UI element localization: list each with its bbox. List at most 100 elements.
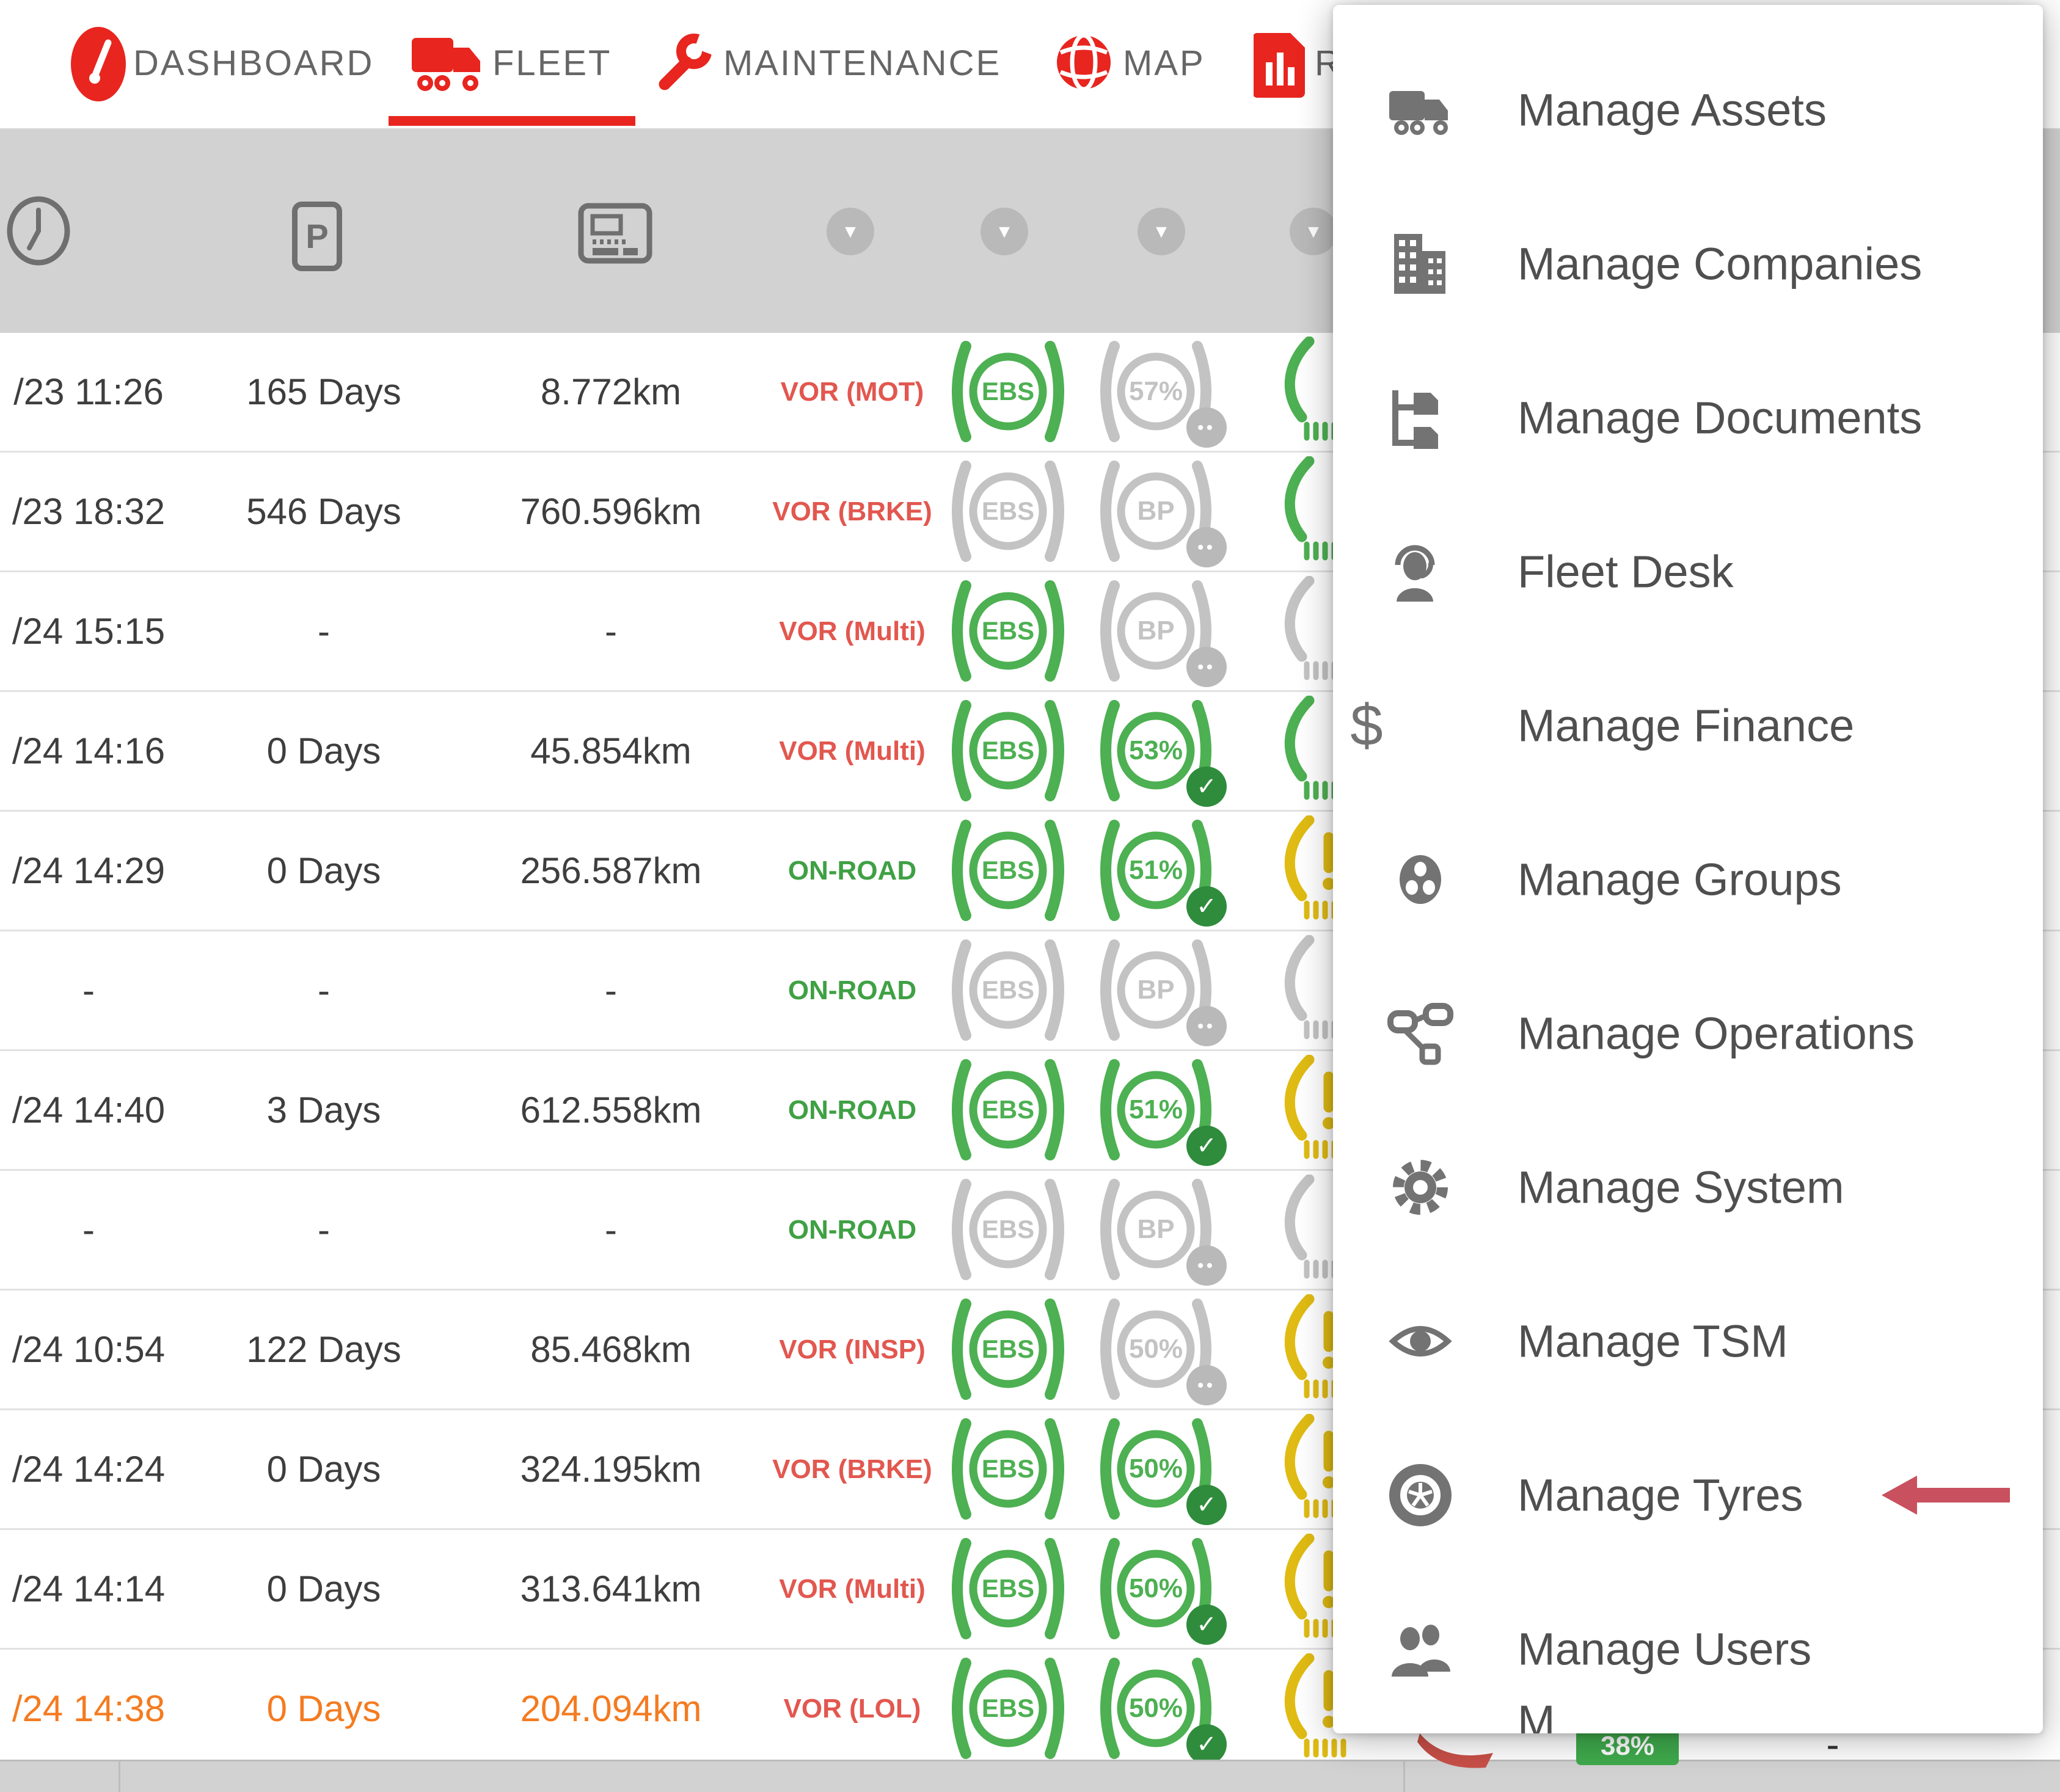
tab-dashboard-label: DASHBOARD (133, 43, 374, 83)
pressure-status-badge: •• (1186, 407, 1227, 448)
menu-item-manage-finance[interactable]: $ Manage Finance (1333, 649, 2043, 803)
tab-fleet[interactable]: FLEET (411, 0, 637, 128)
tab-maintenance-label: MAINTENANCE (723, 43, 1002, 83)
last-seen-date: /24 14:24 (12, 1449, 166, 1490)
last-seen-date: /24 14:40 (12, 1090, 166, 1131)
globe-icon (1052, 31, 1116, 97)
ebs-brake-icon: EBS (944, 1415, 1072, 1523)
pressure-status-badge: ✓ (1186, 1126, 1227, 1166)
manage-dropdown-menu: Manage Assets Manage Companies Manage Do… (1333, 5, 2043, 1733)
ebs-text: EBS (981, 616, 1035, 645)
menu-item-manage-documents[interactable]: Manage Documents (1333, 341, 2043, 495)
groups-icon (1387, 846, 1454, 913)
odometer-km: - (605, 1209, 617, 1250)
odometer-column-icon[interactable] (578, 203, 652, 267)
days-count: - (318, 1209, 330, 1250)
menu-item-label: Manage Users (1518, 1623, 1812, 1675)
pressure-status-badge: •• (1186, 1365, 1227, 1405)
menu-item-manage-system[interactable]: Manage System (1333, 1110, 2043, 1264)
ebs-brake-icon: EBS (944, 457, 1072, 565)
menu-item-fleet-desk[interactable]: Fleet Desk (1333, 495, 2043, 649)
odometer-km: 324.195km (520, 1449, 702, 1490)
ebs-filter-chevron-icon[interactable]: ▼ (981, 208, 1028, 255)
ebs-text: EBS (981, 736, 1035, 765)
tyre-warning-icon (1255, 1175, 1372, 1286)
tyre-warning-icon (1255, 815, 1372, 927)
menu-item-label: Manage TSM (1518, 1316, 1788, 1367)
tyre-warning-icon (1255, 696, 1372, 807)
pressure-value: 51% (1128, 1095, 1183, 1124)
tyre-filter-chevron-icon[interactable]: ▼ (1290, 208, 1337, 255)
days-count: - (318, 970, 330, 1011)
pressure-value: 50% (1128, 1454, 1183, 1484)
tyre-wheel-icon (1387, 1462, 1454, 1529)
menu-item-manage-tsm[interactable]: Manage TSM (1333, 1264, 2043, 1418)
tab-map[interactable]: MAP (1052, 0, 1211, 128)
ebs-text: EBS (981, 1574, 1035, 1603)
days-count: 0 Days (266, 1449, 381, 1490)
pressure-value: BP (1137, 616, 1175, 646)
vor-status-label: VOR (LOL) (783, 1694, 921, 1724)
speedometer-icon (64, 24, 133, 107)
footer-bar (0, 1760, 2060, 1792)
vor-status-label: VOR (BRKE) (772, 497, 932, 526)
pressure-status-badge: ✓ (1186, 1485, 1227, 1525)
table-row[interactable]: /24 14:16 0 Days 45.854km VOR (Multi) EB… (0, 692, 2060, 812)
menu-item-manage-assets[interactable]: Manage Assets (1333, 33, 2043, 187)
tab-dashboard[interactable]: DASHBOARD (64, 0, 372, 128)
clock-column-icon[interactable] (5, 195, 72, 269)
tyre-warning-icon (1255, 456, 1372, 567)
last-seen-date: /24 10:54 (12, 1329, 166, 1370)
odometer-km: 85.468km (530, 1329, 692, 1370)
menu-item-manage-groups[interactable]: Manage Groups (1333, 803, 2043, 956)
menu-item-label: Manage System (1518, 1162, 1844, 1213)
pressure-value: 50% (1128, 1573, 1183, 1603)
brake-pressure-icon: 50% ✓ (1095, 1415, 1227, 1525)
brake-pressure-icon: 53% ✓ (1095, 697, 1227, 807)
active-tab-underline (389, 116, 635, 126)
brake-pressure-icon: 50% ✓ (1095, 1535, 1227, 1645)
partial-menu-item-label[interactable]: M (1518, 1696, 1555, 1733)
ebs-brake-icon: EBS (944, 577, 1072, 685)
annotation-arrow-icon (1882, 1476, 2012, 1515)
odometer-km: 8.772km (540, 371, 682, 412)
menu-item-manage-tyres[interactable]: Manage Tyres (1333, 1418, 2043, 1572)
menu-item-manage-operations[interactable]: Manage Operations (1333, 956, 2043, 1110)
menu-item-manage-users[interactable]: Manage Users (1333, 1572, 2043, 1726)
footer-divider (119, 1761, 120, 1792)
odometer-km: 313.641km (520, 1568, 702, 1609)
ebs-text: EBS (981, 497, 1035, 525)
tyre-warning-icon (1255, 1294, 1372, 1405)
last-seen-date: /24 15:15 (12, 611, 166, 652)
tyre-warning-icon (1255, 935, 1372, 1046)
vor-status-label: ON-ROAD (787, 1095, 917, 1125)
status-filter-chevron-icon[interactable]: ▼ (827, 208, 874, 255)
footer-divider (1403, 1761, 1405, 1792)
ebs-brake-icon: EBS (944, 936, 1072, 1044)
days-count: 0 Days (266, 730, 381, 771)
days-count: 0 Days (266, 850, 381, 891)
pressure-filter-chevron-icon[interactable]: ▼ (1138, 208, 1185, 255)
pressure-value: 57% (1128, 376, 1183, 406)
parking-column-icon[interactable]: P (292, 202, 342, 271)
tyre-warning-icon (1255, 1414, 1372, 1525)
menu-item-manage-companies[interactable]: Manage Companies (1333, 187, 2043, 341)
pressure-value: 53% (1128, 735, 1183, 765)
brake-pressure-icon: BP •• (1095, 457, 1227, 567)
brake-pressure-icon: BP •• (1095, 1176, 1227, 1286)
tyre-warning-icon (1255, 1534, 1372, 1645)
odometer-km: 612.558km (520, 1090, 702, 1131)
vor-status-label: VOR (INSP) (779, 1335, 926, 1364)
pressure-status-badge: •• (1186, 1006, 1227, 1046)
last-seen-date: /23 11:26 (13, 371, 164, 412)
odometer-km: 760.596km (520, 491, 702, 532)
odometer-km: - (605, 970, 617, 1011)
pressure-value: 51% (1128, 855, 1183, 885)
chevron-down-icon: ▼ (841, 222, 860, 242)
tab-maintenance[interactable]: MAINTENANCE (652, 0, 1013, 128)
menu-item-label: Manage Documents (1518, 392, 1923, 443)
chevron-down-icon: ▼ (1304, 222, 1323, 242)
truck-icon (1387, 76, 1454, 144)
users-icon (1387, 1615, 1454, 1683)
